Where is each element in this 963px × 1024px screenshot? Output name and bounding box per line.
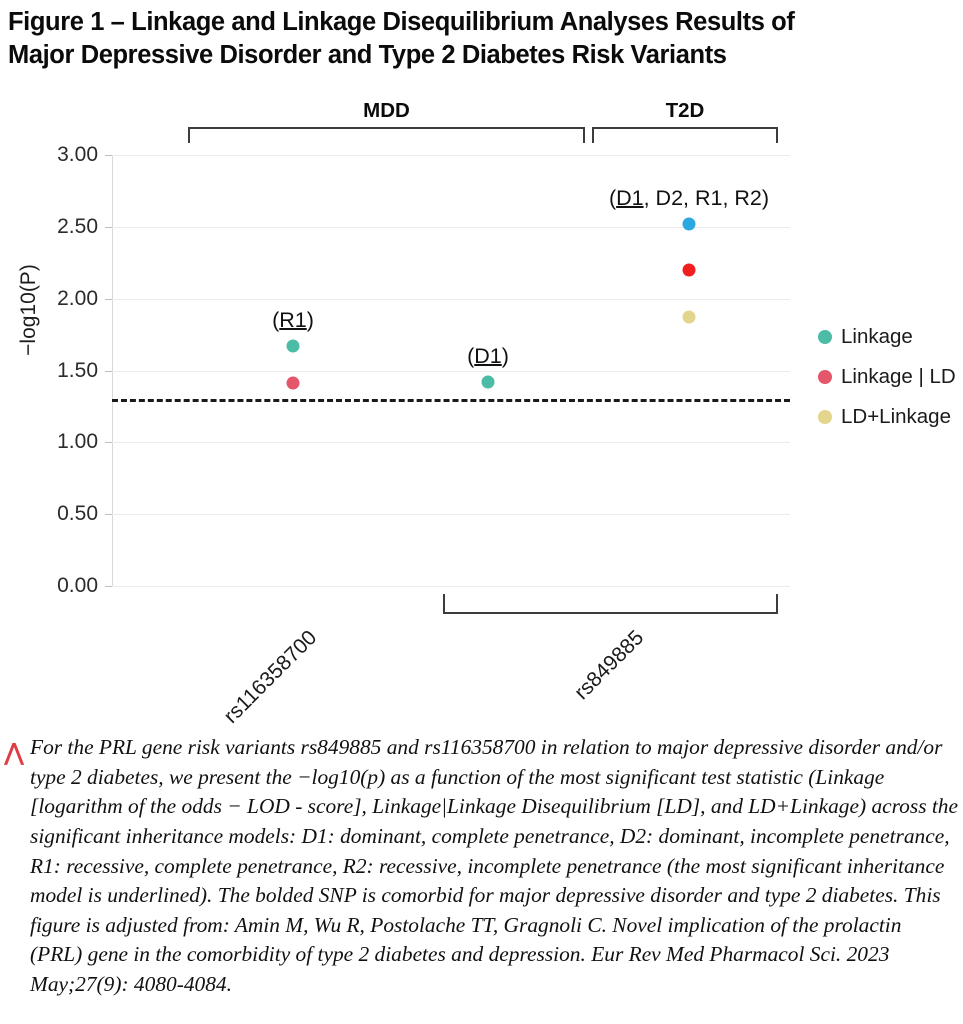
page-title: Figure 1 – Linkage and Linkage Disequili…: [8, 8, 795, 70]
legend-swatch-icon: [818, 410, 832, 424]
group-bracket: [592, 127, 778, 143]
gridline: [112, 155, 790, 156]
y-axis-tick-label: 2.50: [57, 214, 98, 238]
point-annotation-label: (D1): [467, 343, 509, 368]
legend-swatch-icon: [818, 330, 832, 344]
y-axis-tick-label: 3.00: [57, 143, 98, 166]
caption-marker-icon: ⋀: [4, 739, 24, 765]
legend-item-label: Linkage: [841, 325, 913, 348]
y-axis-tick-label: 1.00: [57, 430, 98, 454]
data-point: [481, 375, 495, 389]
legend-item-label: LD+Linkage: [841, 405, 951, 428]
y-axis-tick-mark: [105, 586, 112, 587]
group-bracket-label: T2D: [665, 99, 705, 122]
legend-item[interactable]: LD+Linkage: [818, 397, 963, 437]
caption-text: For the PRL gene risk variants rs849885 …: [30, 735, 958, 997]
gridline: [112, 586, 790, 587]
threshold-dashed-line: [112, 399, 790, 403]
chart-legend: Linkage Linkage | LD LD+Linkage: [818, 317, 963, 437]
gridline: [112, 370, 790, 372]
y-axis-tick-label: 0.00: [57, 574, 98, 597]
gridline: [112, 298, 790, 300]
legend-item[interactable]: Linkage: [818, 317, 963, 357]
y-axis-tick-label: 2.00: [57, 286, 98, 310]
y-axis-tick-mark: [105, 226, 112, 228]
figure-chart: −log10(P) 0.00 0.50 1.00 1.50 2.00 2.50 3.00 M…: [0, 85, 963, 728]
data-point: [286, 376, 300, 390]
data-point: [682, 263, 696, 277]
x-axis-tick-label: rs116358700: [219, 626, 322, 728]
legend-item[interactable]: Linkage | LD: [818, 357, 963, 397]
legend-item-label: Linkage | LD: [841, 365, 956, 388]
gridline: [112, 514, 790, 516]
y-axis-tick-mark: [105, 298, 112, 300]
legend-swatch-icon: [818, 370, 832, 384]
x-axis-tick-label: rs849885: [570, 626, 649, 705]
gridline: [112, 442, 790, 444]
data-point: [682, 217, 696, 231]
point-annotation-label: (D1, D2, R1, R2): [608, 185, 770, 210]
data-point: [682, 310, 696, 324]
y-axis-tick-mark: [105, 155, 112, 156]
point-annotation-label: (R1): [272, 308, 314, 333]
data-point: [286, 339, 300, 353]
y-axis-tick-mark: [105, 442, 112, 444]
gridline: [112, 226, 790, 228]
y-axis-tick-mark: [105, 514, 112, 516]
group-bracket: [188, 127, 585, 143]
comorbid-snp-bracket: [443, 594, 778, 614]
y-axis-tick-mark: [105, 370, 112, 372]
group-bracket-label: MDD: [363, 99, 410, 122]
y-axis-tick-label: 0.50: [57, 502, 98, 526]
y-axis-tick-label: 1.50: [57, 358, 98, 382]
